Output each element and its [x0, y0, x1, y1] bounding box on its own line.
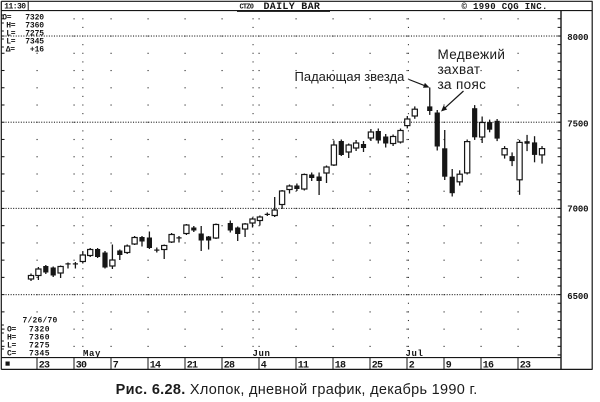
- svg-text:28: 28: [224, 360, 235, 371]
- svg-text:11:30: 11:30: [4, 2, 26, 11]
- svg-text:23: 23: [39, 360, 50, 371]
- svg-text:7320: 7320: [29, 326, 50, 335]
- svg-text:7320: 7320: [25, 13, 44, 22]
- svg-text:9: 9: [446, 360, 452, 371]
- svg-text:L=: L=: [7, 342, 17, 351]
- svg-text:6500: 6500: [567, 292, 588, 302]
- svg-text:H=: H=: [7, 334, 17, 343]
- svg-text:14: 14: [150, 360, 161, 371]
- svg-text:18: 18: [335, 360, 346, 371]
- svg-text:7360: 7360: [25, 21, 44, 30]
- svg-text:May: May: [83, 349, 101, 359]
- svg-text:7/26/70: 7/26/70: [23, 317, 58, 326]
- svg-text:2: 2: [409, 360, 415, 371]
- svg-text:7275: 7275: [29, 342, 50, 351]
- svg-text:L=: L=: [6, 37, 16, 46]
- svg-text:+16: +16: [30, 45, 44, 54]
- svg-text:© 1990 CQG INC.: © 1990 CQG INC.: [462, 2, 548, 12]
- svg-text:Jun: Jun: [253, 349, 271, 359]
- svg-text:7360: 7360: [29, 334, 50, 343]
- svg-text:8000: 8000: [567, 33, 588, 43]
- svg-text:25: 25: [372, 360, 383, 371]
- svg-text:7500: 7500: [567, 119, 588, 129]
- svg-text:7: 7: [113, 360, 119, 371]
- svg-text:21: 21: [187, 360, 198, 371]
- svg-text:7275: 7275: [25, 29, 44, 38]
- svg-text:7345: 7345: [25, 37, 44, 46]
- svg-text:7000: 7000: [567, 205, 588, 215]
- svg-text:16: 16: [483, 360, 494, 371]
- svg-text:Jul: Jul: [406, 349, 424, 359]
- svg-text:30: 30: [76, 360, 87, 371]
- svg-text:4: 4: [261, 360, 267, 371]
- svg-text:L=: L=: [6, 29, 16, 38]
- svg-text:O=: O=: [2, 13, 12, 22]
- svg-text:O=: O=: [7, 326, 17, 335]
- svg-text:C=: C=: [7, 350, 17, 359]
- svg-text:Δ=: Δ=: [6, 45, 16, 54]
- svg-text:H=: H=: [6, 21, 16, 30]
- svg-text:11: 11: [298, 360, 309, 371]
- svg-text:7345: 7345: [29, 350, 50, 359]
- svg-text:CTZ0: CTZ0: [240, 4, 254, 12]
- svg-text:DAILY BAR: DAILY BAR: [264, 2, 321, 13]
- svg-text:23: 23: [520, 360, 531, 371]
